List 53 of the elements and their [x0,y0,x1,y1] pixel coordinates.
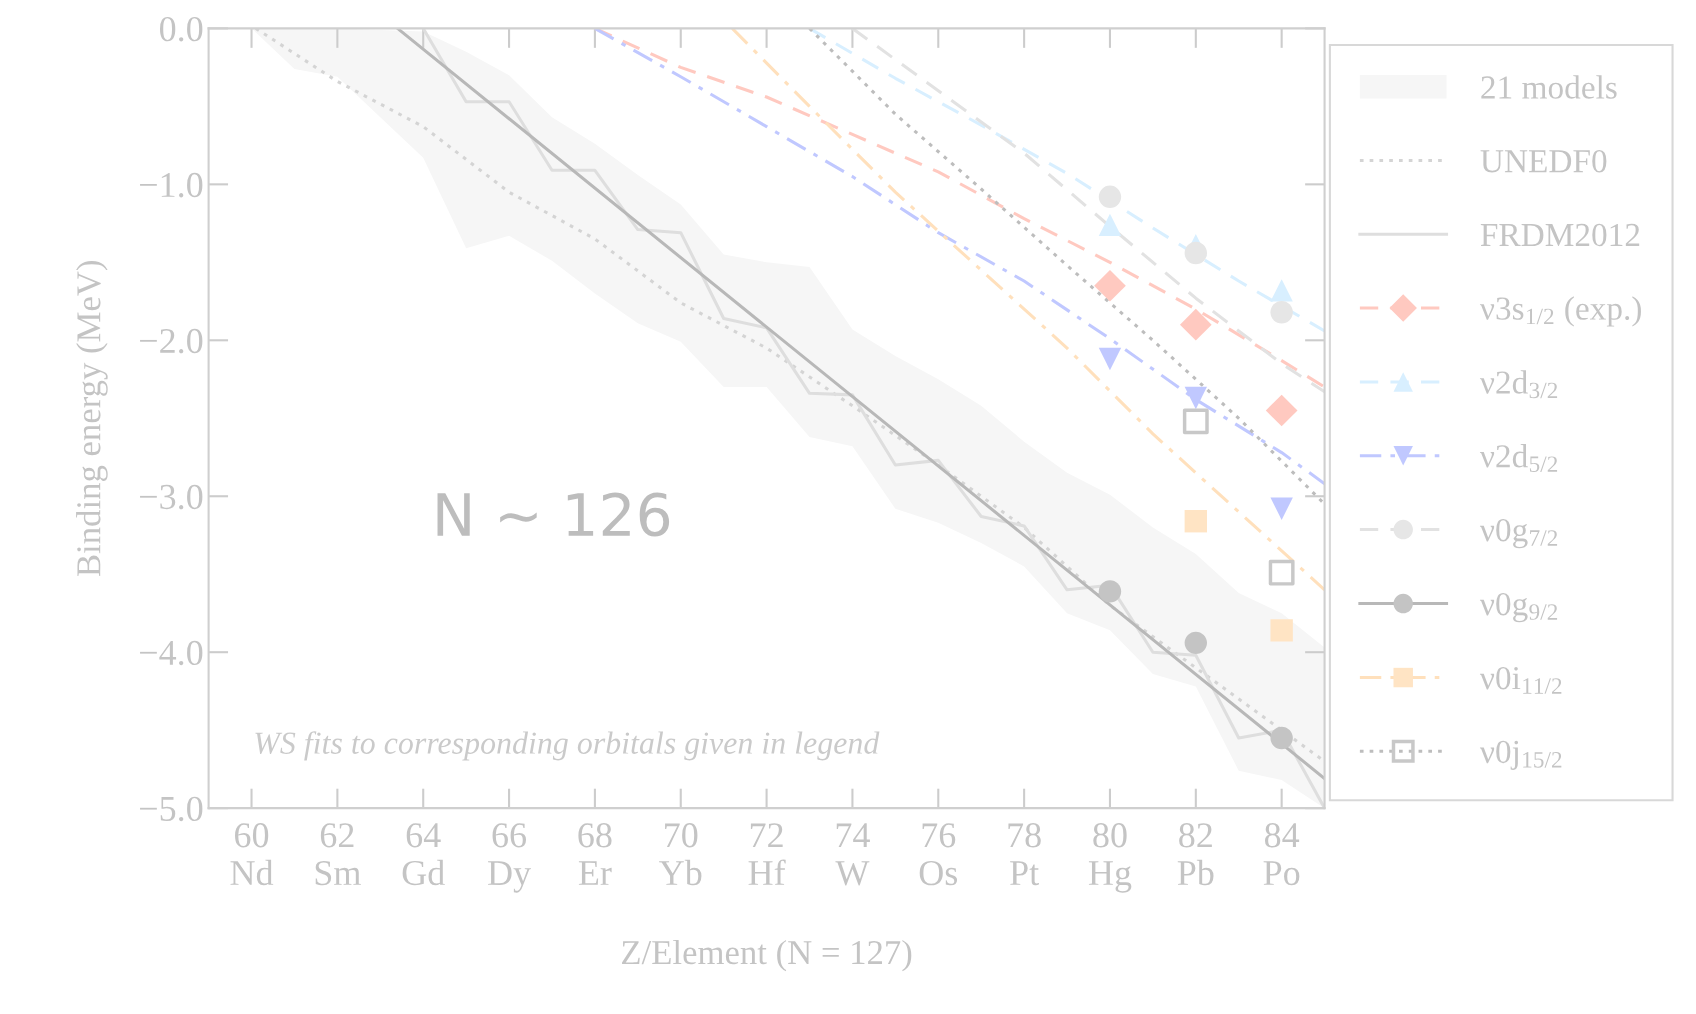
point [1265,394,1298,427]
y-tick-label: −3.0 [140,484,203,510]
legend-label: ν0g$_{9/2}$ [1479,592,1558,623]
x-tick-label: 60 Nd [230,823,274,886]
y-tick-label: −2.0 [140,328,203,354]
x-tick-label: 76 Os [919,823,958,886]
legend-label: ν2d$_{5/2}$ [1479,444,1558,473]
x-tick-label: 80 Hg [1088,823,1132,893]
y-tick-label: 0.0 [159,16,203,42]
legend-label: UNEDF0 [1480,149,1607,173]
point [1270,726,1293,750]
legend-label: ν3s$_{1/2}$ (exp.) [1479,296,1641,327]
point [1098,185,1122,209]
x-tick-label: 66 Dy [488,823,531,893]
point [1270,279,1293,302]
x-tick-label: 74 W [835,823,870,886]
line-series [730,28,1325,592]
y-tick-label: −5.0 [140,796,203,822]
y-tick-label: −1.0 [140,172,203,198]
point [1098,213,1122,237]
legend-label: 21 models [1481,75,1617,99]
x-tick-label: 64 Gd [402,823,445,886]
point [1184,386,1208,410]
x-tick-label: 70 Yb [659,823,702,886]
legend-label: FRDM2012 [1480,223,1640,247]
point [1098,580,1122,603]
x-tick-label: 62 Sm [315,823,361,886]
point [1268,559,1295,586]
legend-label: ν0j$_{15/2}$ [1479,740,1562,770]
y-axis-title: Binding energy (MeV) [76,261,108,577]
x-tick-label: 82 Pb [1177,823,1214,886]
line-series [850,28,1325,394]
point [1179,308,1212,341]
point [1184,631,1208,655]
annotation: N ~ 126 [437,492,670,537]
point [1270,619,1293,642]
x-axis-title: Z/Element (N = 127) [622,939,912,972]
x-tick-label: 78 Pt [1008,823,1041,886]
line-series [593,28,1325,486]
point [1270,497,1293,520]
y-tick-label: −4.0 [140,640,203,666]
x-tick-label: 68 Er [578,823,612,885]
legend-label: ν0g$_{7/2}$ [1479,518,1558,549]
point [1094,269,1126,302]
legend-label: ν0i$_{11/2}$ [1479,666,1562,694]
x-tick-label: 72 Hf [748,823,786,885]
point [1098,347,1122,371]
legend-label: ν2d$_{3/2}$ [1479,370,1558,399]
point [1270,301,1293,324]
point [1184,241,1208,265]
point [1182,408,1209,435]
x-tick-label: 84 Po [1263,823,1300,886]
point [1184,510,1208,533]
